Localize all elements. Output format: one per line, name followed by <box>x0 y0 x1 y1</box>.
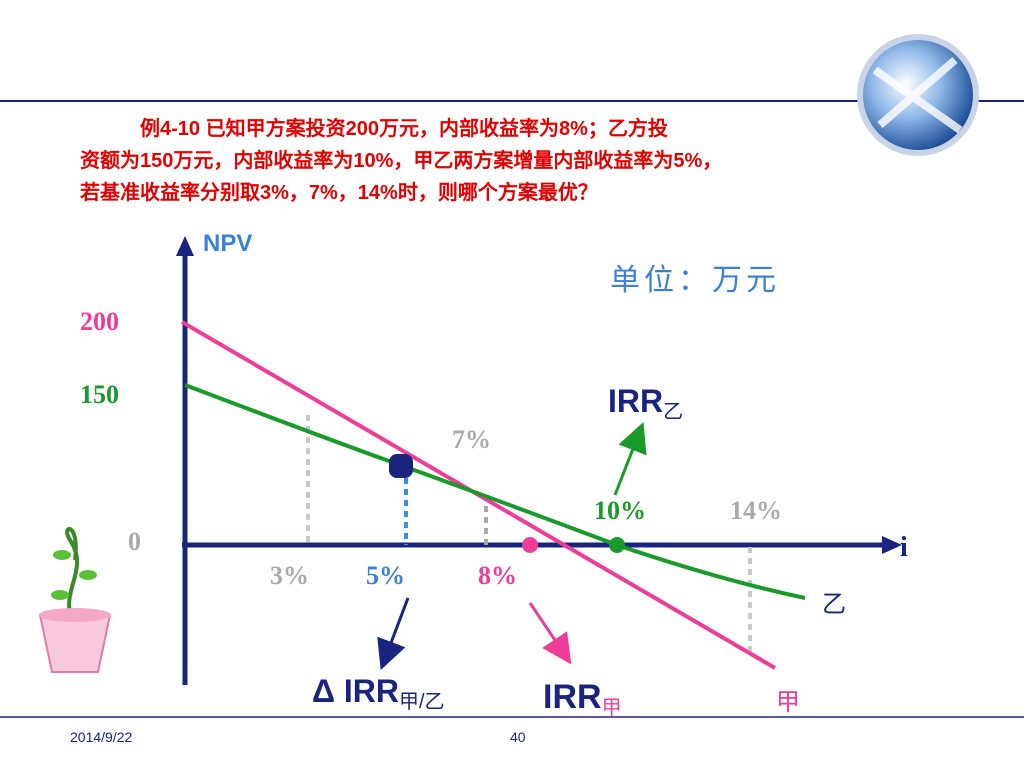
unit-label: 单位：万元 <box>610 264 780 297</box>
footer-date: 2014/9/22 <box>70 729 132 745</box>
y-axis-arrow <box>176 236 194 256</box>
delta-irr-label: Δ IRR甲/乙 <box>312 673 445 713</box>
irr-sub: 甲 <box>602 697 622 719</box>
rate-label: 8% <box>478 561 517 590</box>
x-axis-label: i <box>900 532 908 563</box>
x-axis-arrow <box>882 536 902 554</box>
y-value: 150 <box>80 380 119 409</box>
rate-label: 5% <box>366 561 405 590</box>
curve-label: 乙 <box>822 591 846 618</box>
intersection-point <box>389 454 413 478</box>
irr-b-point <box>609 537 625 553</box>
footer-page: 40 <box>510 729 526 745</box>
y-axis-label: NPV <box>203 230 252 257</box>
flower-pot <box>38 526 112 673</box>
problem-text: 例4-10 已知甲方案投资200万元，内部收益率为8%；乙方投 资额为150万元… <box>79 116 722 204</box>
problem-line: 资额为150万元，内部收益率为10%，甲乙两方案增量内部收益率为5%， <box>80 148 722 172</box>
rate-label: 7% <box>452 425 491 454</box>
irr-main: IRR <box>543 678 602 716</box>
arrow <box>613 422 647 496</box>
rate-labels: 3% 5% 7% 8% 10% 14% <box>270 425 782 590</box>
irr-main: IRR <box>608 383 663 419</box>
curve-b <box>184 383 806 600</box>
guides <box>306 415 752 655</box>
arrow <box>377 597 410 671</box>
rate-label: 10% <box>594 496 646 525</box>
rate-label: 14% <box>730 496 782 525</box>
irr-a-point <box>522 537 538 553</box>
irr-sub: 乙 <box>663 401 683 423</box>
irr-b-label: IRR乙 <box>608 383 683 423</box>
globe-logo <box>857 34 979 156</box>
irr-a-label: IRR甲 <box>543 678 622 719</box>
y-value: 200 <box>80 307 119 336</box>
problem-line: 若基准收益率分别取3%，7%，14%时，则哪个方案最优？ <box>79 180 598 204</box>
rate-label: 3% <box>270 561 309 590</box>
y-value: 0 <box>128 527 141 556</box>
irr-sub: 甲/乙 <box>399 691 445 713</box>
arrow <box>528 602 572 665</box>
curve-label: 甲 <box>776 689 800 716</box>
problem-line: 例4-10 已知甲方案投资200万元，内部收益率为8%；乙方投 <box>140 116 668 140</box>
irr-main: Δ IRR <box>312 673 399 709</box>
